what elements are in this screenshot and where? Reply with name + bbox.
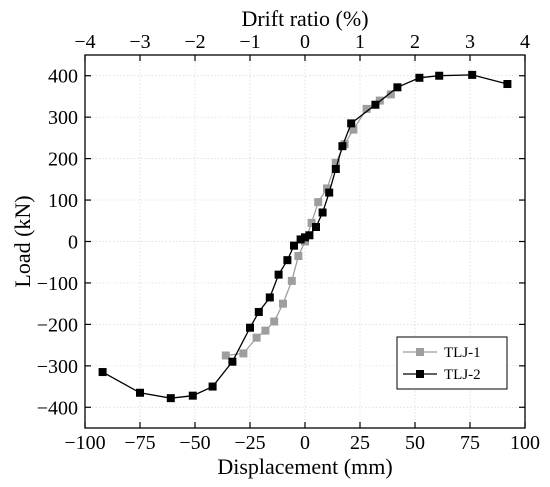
- data-point-tlj-1: [279, 299, 287, 308]
- legend: TLJ-1 TLJ-2: [396, 336, 508, 390]
- top-tick-label: 0: [300, 31, 310, 53]
- legend-label-tlj-2: TLJ-2: [444, 367, 481, 383]
- x-tick-label: −75: [124, 432, 155, 454]
- data-point-tlj-1: [287, 276, 296, 285]
- data-point-tlj-2: [325, 188, 334, 197]
- top-tick-label: −2: [184, 31, 205, 53]
- data-point-tlj-2: [393, 83, 402, 92]
- data-point-tlj-1: [386, 90, 395, 99]
- data-point-tlj-1: [301, 237, 309, 246]
- top-tick-label: 2: [410, 31, 420, 53]
- data-point-tlj-2: [265, 293, 274, 302]
- data-point-tlj-2: [301, 233, 309, 242]
- x-tick-label: −25: [234, 432, 265, 454]
- x-tick-label: −50: [179, 432, 210, 454]
- data-point-tlj-2: [166, 394, 175, 403]
- data-point-tlj-2: [331, 164, 340, 173]
- data-point-tlj-1: [307, 218, 316, 227]
- y-tick-label: 300: [48, 107, 78, 129]
- data-point-tlj-2: [468, 70, 477, 79]
- data-point-tlj-1: [362, 104, 371, 113]
- y-tick-label: 0: [68, 232, 78, 254]
- data-point-tlj-2: [98, 368, 107, 377]
- data-point-tlj-1: [252, 333, 261, 342]
- tick-layer: −100 −75 −50 −25 0 25 50 75 100 −400 −300 −200 −100 0…: [37, 31, 540, 454]
- y-tick-label: −400: [37, 397, 78, 419]
- data-point-tlj-1: [331, 158, 340, 167]
- data-point-tlj-1: [323, 184, 331, 193]
- y-tick-label: 100: [48, 190, 78, 212]
- top-tick-label: 1: [355, 31, 365, 53]
- data-point-tlj-1: [239, 349, 248, 358]
- x-tick-label: 0: [300, 432, 310, 454]
- data-point-tlj-2: [274, 270, 283, 279]
- data-point-tlj-2: [371, 100, 380, 109]
- data-point-tlj-2: [415, 73, 424, 82]
- data-point-tlj-1: [261, 326, 270, 335]
- top-tick-label: −4: [74, 31, 95, 53]
- data-point-tlj-2: [188, 391, 197, 400]
- top-tick-label: 4: [520, 31, 530, 53]
- x-tick-label: 50: [405, 432, 425, 454]
- x-tick-label: 100: [510, 432, 540, 454]
- y-axis-label: Load (kN): [10, 195, 35, 287]
- data-point-tlj-2: [254, 307, 263, 316]
- data-point-tlj-2: [246, 323, 254, 332]
- data-point-tlj-1: [221, 351, 230, 360]
- x-tick-label: 75: [460, 432, 480, 454]
- data-point-tlj-2: [503, 80, 512, 89]
- y-tick-label: 200: [48, 149, 78, 171]
- data-point-tlj-2: [312, 222, 320, 231]
- top-tick-label: 3: [465, 31, 475, 53]
- y-tick-label: 400: [48, 66, 78, 88]
- data-point-tlj-2: [283, 256, 292, 265]
- x-tick-label: 25: [350, 432, 370, 454]
- data-point-tlj-2: [318, 208, 327, 217]
- legend-marker-tlj-1: [416, 348, 424, 356]
- data-point-tlj-2: [208, 382, 217, 391]
- data-point-tlj-2: [305, 231, 314, 240]
- series-layer: [98, 70, 512, 403]
- data-point-tlj-1: [349, 125, 358, 134]
- top-axis-label: Drift ratio (%): [241, 6, 368, 31]
- x-tick-label: −100: [64, 432, 105, 454]
- top-tick-label: −3: [129, 31, 150, 53]
- legend-box: [396, 336, 508, 390]
- data-point-tlj-2: [136, 388, 144, 397]
- y-tick-label: −200: [37, 314, 78, 336]
- data-point-tlj-2: [338, 142, 347, 151]
- data-point-tlj-2: [228, 357, 237, 366]
- data-point-tlj-1: [294, 252, 303, 261]
- data-point-tlj-2: [435, 71, 444, 80]
- data-point-tlj-1: [314, 198, 323, 207]
- top-tick-label: −1: [239, 31, 260, 53]
- data-point-tlj-2: [347, 119, 356, 128]
- x-axis-label: Displacement (mm): [217, 454, 392, 479]
- data-point-tlj-1: [270, 317, 279, 326]
- legend-label-tlj-1: TLJ-1: [444, 345, 481, 361]
- legend-marker-tlj-2: [416, 370, 424, 378]
- data-point-tlj-2: [290, 241, 298, 250]
- data-point-tlj-2: [296, 235, 305, 244]
- y-tick-label: −300: [37, 356, 78, 378]
- y-tick-label: −100: [37, 273, 78, 295]
